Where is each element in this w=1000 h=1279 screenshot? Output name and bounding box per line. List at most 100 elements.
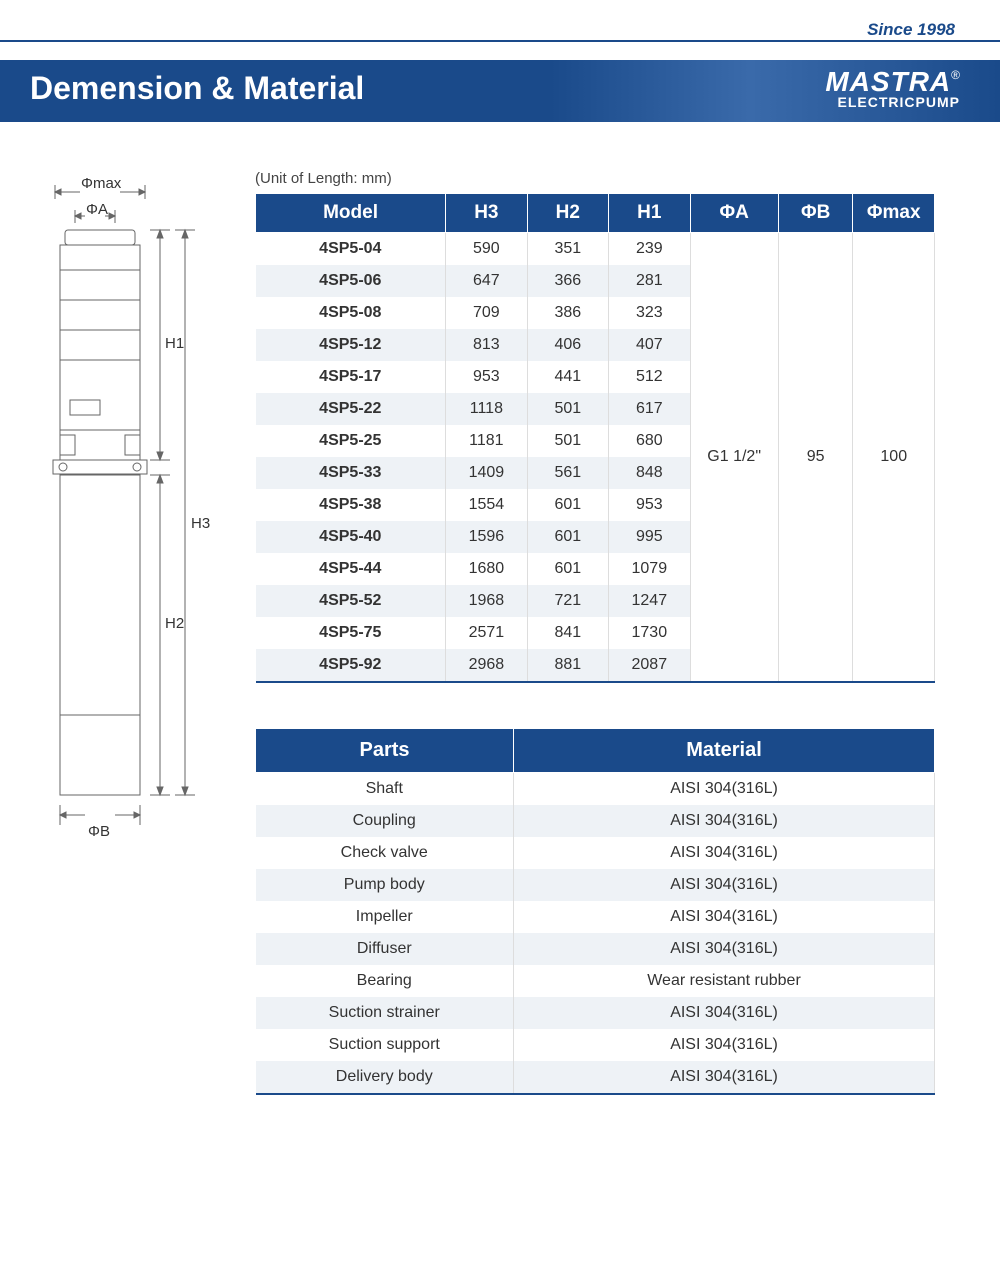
table-cell: 2968 [446, 649, 527, 682]
table-cell: 995 [609, 521, 690, 553]
table-cell: Diffuser [256, 933, 514, 965]
table-cell: 647 [446, 265, 527, 297]
table-cell: 512 [609, 361, 690, 393]
dimensions-table: ModelH3H2H1ΦAΦBΦmax 4SP5-04590351239G1 1… [255, 193, 935, 683]
table-cell: 351 [527, 233, 608, 266]
table-cell: 386 [527, 297, 608, 329]
label-h1: H1 [165, 335, 184, 352]
table-cell: 4SP5-33 [256, 457, 446, 489]
table-cell: 721 [527, 585, 608, 617]
table-row: BearingWear resistant rubber [256, 965, 935, 997]
logo-subtext: ELECTRICPUMP [825, 94, 960, 110]
table-cell: 841 [527, 617, 608, 649]
table-cell: Delivery body [256, 1061, 514, 1094]
table-cell: Impeller [256, 901, 514, 933]
table-row: Delivery bodyAISI 304(316L) [256, 1061, 935, 1094]
table-row: Pump bodyAISI 304(316L) [256, 869, 935, 901]
col-header: Model [256, 194, 446, 233]
table-cell: 601 [527, 489, 608, 521]
since-label: Since 1998 [867, 20, 955, 40]
table-cell: Shaft [256, 773, 514, 806]
logo-text: MASTRA [825, 66, 951, 97]
merged-cell: 95 [778, 233, 853, 683]
table-row: CouplingAISI 304(316L) [256, 805, 935, 837]
registered-icon: ® [951, 68, 960, 82]
table-cell: 4SP5-08 [256, 297, 446, 329]
table-cell: 1247 [609, 585, 690, 617]
table-row: ShaftAISI 304(316L) [256, 773, 935, 806]
table-cell: 323 [609, 297, 690, 329]
table-row: DiffuserAISI 304(316L) [256, 933, 935, 965]
label-phi-a: ΦA [86, 201, 108, 218]
table-cell: 4SP5-52 [256, 585, 446, 617]
table-cell: 1680 [446, 553, 527, 585]
table-cell: AISI 304(316L) [514, 773, 935, 806]
table-cell: 601 [527, 521, 608, 553]
unit-label: (Unit of Length: mm) [255, 170, 935, 187]
label-phi-b: ΦB [88, 823, 110, 840]
table-row: Suction strainerAISI 304(316L) [256, 997, 935, 1029]
table-cell: AISI 304(316L) [514, 869, 935, 901]
table-cell: 1968 [446, 585, 527, 617]
table-cell: 4SP5-25 [256, 425, 446, 457]
table-cell: 441 [527, 361, 608, 393]
merged-cell: 100 [853, 233, 935, 683]
table-cell: AISI 304(316L) [514, 997, 935, 1029]
table-cell: Pump body [256, 869, 514, 901]
col-header: ΦB [778, 194, 853, 233]
table-cell: 406 [527, 329, 608, 361]
table-cell: Coupling [256, 805, 514, 837]
table-cell: Suction support [256, 1029, 514, 1061]
table-cell: AISI 304(316L) [514, 933, 935, 965]
brand-logo: MASTRA® ELECTRICPUMP [825, 68, 960, 110]
table-cell: 1409 [446, 457, 527, 489]
table-cell: Wear resistant rubber [514, 965, 935, 997]
table-cell: AISI 304(316L) [514, 1029, 935, 1061]
table-cell: 407 [609, 329, 690, 361]
table-cell: 881 [527, 649, 608, 682]
table-cell: 1079 [609, 553, 690, 585]
table-cell: 1181 [446, 425, 527, 457]
table-cell: 366 [527, 265, 608, 297]
table-cell: 953 [609, 489, 690, 521]
table-cell: 4SP5-92 [256, 649, 446, 682]
table-cell: AISI 304(316L) [514, 805, 935, 837]
col-header: Φmax [853, 194, 935, 233]
table-cell: AISI 304(316L) [514, 1061, 935, 1094]
col-header: H2 [527, 194, 608, 233]
table-cell: 1554 [446, 489, 527, 521]
merged-cell: G1 1/2" [690, 233, 778, 683]
table-cell: 848 [609, 457, 690, 489]
table-cell: Bearing [256, 965, 514, 997]
table-cell: 501 [527, 425, 608, 457]
label-phi-max: Φmax [81, 175, 121, 192]
table-cell: 4SP5-12 [256, 329, 446, 361]
label-h2: H2 [165, 615, 184, 632]
top-rule [0, 40, 1000, 42]
col-header: H1 [609, 194, 690, 233]
table-row: Suction supportAISI 304(316L) [256, 1029, 935, 1061]
table-cell: Suction strainer [256, 997, 514, 1029]
table-cell: 4SP5-44 [256, 553, 446, 585]
table-cell: 953 [446, 361, 527, 393]
header-banner: Demension & Material MASTRA® ELECTRICPUM… [0, 60, 1000, 122]
label-h3: H3 [191, 515, 210, 532]
table-cell: 680 [609, 425, 690, 457]
table-cell: 617 [609, 393, 690, 425]
table-cell: 4SP5-75 [256, 617, 446, 649]
table-cell: 1118 [446, 393, 527, 425]
content-column: (Unit of Length: mm) ModelH3H2H1ΦAΦBΦmax… [255, 170, 935, 1095]
table-row: 4SP5-04590351239G1 1/2"95100 [256, 233, 935, 266]
pump-dimension-diagram: Φmax ΦA ΦB H1 H2 H3 [45, 175, 220, 840]
table-row: ImpellerAISI 304(316L) [256, 901, 935, 933]
table-cell: 239 [609, 233, 690, 266]
table-cell: 813 [446, 329, 527, 361]
table-cell: 501 [527, 393, 608, 425]
table-cell: 1596 [446, 521, 527, 553]
materials-table: PartsMaterial ShaftAISI 304(316L)Couplin… [255, 728, 935, 1095]
table-cell: 4SP5-06 [256, 265, 446, 297]
table-cell: 709 [446, 297, 527, 329]
table-cell: 4SP5-04 [256, 233, 446, 266]
table-cell: 4SP5-22 [256, 393, 446, 425]
table-cell: 590 [446, 233, 527, 266]
